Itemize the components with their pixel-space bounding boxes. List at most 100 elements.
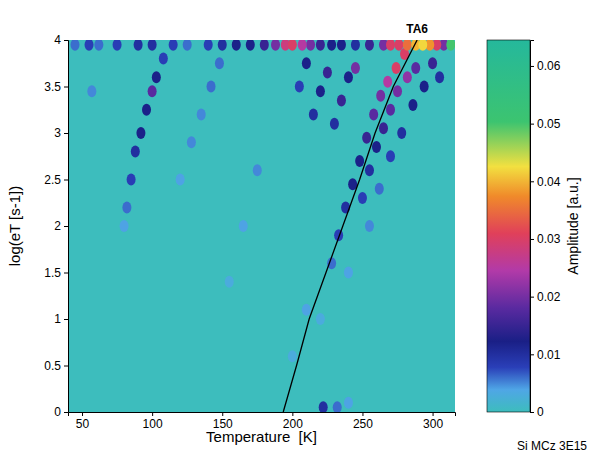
cell [302, 57, 311, 69]
cell [333, 401, 342, 412]
y-axis-tick: 4 [54, 33, 68, 47]
cell [71, 40, 80, 51]
colorbar-axis-tick-mark [530, 239, 534, 240]
cell [392, 62, 401, 74]
cell [148, 40, 157, 51]
y-axis-tick-label: 3 [54, 126, 61, 140]
cell [351, 40, 360, 51]
y-axis-tick-mark [64, 412, 68, 413]
y-axis-tick: 0.5 [44, 359, 68, 373]
chart: TA65010015020025030000.511.522.533.54Tem… [0, 0, 595, 457]
x-axis-tick-label: 250 [353, 417, 373, 431]
x-axis-title: Temperature [K] [206, 428, 317, 445]
cell [218, 40, 227, 51]
colorbar-axis-tick: 0.04 [530, 175, 561, 189]
colorbar-axis-tick-mark [530, 297, 534, 298]
cell [355, 155, 364, 167]
colorbar-axis-tick-mark [530, 181, 534, 182]
cell [87, 85, 96, 97]
cell [358, 192, 367, 204]
cell [418, 40, 427, 51]
cell [379, 122, 388, 134]
cell [344, 267, 353, 279]
cell [232, 40, 241, 51]
y-axis-tick-mark [64, 40, 68, 41]
cell [148, 85, 157, 97]
x-axis-tick-mark [82, 412, 83, 416]
cell [288, 350, 297, 362]
cell [408, 99, 417, 111]
cell [351, 62, 360, 74]
cell [372, 141, 381, 153]
colorbar-axis-tick: 0.01 [530, 348, 561, 362]
cell [369, 108, 378, 120]
cell [403, 40, 412, 51]
cell [316, 313, 325, 325]
cell [386, 104, 395, 116]
x-axis-tick-mark [222, 412, 223, 416]
colorbar-axis-tick: 0.02 [530, 290, 561, 304]
cell [341, 201, 350, 213]
colorbar-axis-tick-mark [530, 354, 534, 355]
cell [142, 104, 151, 116]
colorbar-axis-tick: 0.05 [530, 117, 561, 131]
x-axis-tick-mark [362, 412, 363, 416]
cell [127, 174, 136, 186]
cell [337, 40, 346, 51]
cell [316, 40, 325, 51]
cell [187, 136, 196, 148]
cell [246, 40, 255, 51]
cell [225, 276, 234, 288]
colorbar-axis-tick-label: 0.01 [537, 348, 561, 362]
x-axis-tick-label: 300 [423, 417, 443, 431]
y-axis-tick-mark [64, 180, 68, 181]
cell [204, 40, 213, 51]
cell [362, 132, 371, 144]
cell [94, 40, 103, 51]
colorbar-axis-tick-mark [530, 124, 534, 125]
cell [159, 53, 168, 65]
y-axis-tick-label: 2 [54, 219, 61, 233]
colorbar-axis-line [531, 41, 535, 413]
cell [383, 76, 392, 88]
cell [344, 397, 353, 409]
x-axis-tick-label: 100 [143, 417, 163, 431]
cell [169, 40, 178, 51]
colorbar-axis-tick-mark [530, 66, 534, 67]
plot-area [71, 40, 455, 412]
plot-background [68, 40, 455, 412]
cell [365, 164, 374, 176]
x-axis-tick-mark [433, 412, 434, 416]
y-axis-tick-label: 0 [54, 405, 61, 419]
y-axis-tick-label: 3.5 [44, 80, 61, 94]
cell [365, 40, 374, 51]
cell [420, 81, 429, 93]
cell [344, 71, 353, 83]
cell [375, 183, 384, 195]
colorbar-axis-tick-label: 0.05 [537, 117, 561, 131]
x-axis-tick-mark [292, 412, 293, 416]
cell [393, 85, 402, 97]
cell [207, 81, 216, 93]
cell [85, 40, 94, 51]
cell [435, 71, 444, 83]
y-axis-title: log(eT [s-1]) [6, 186, 23, 267]
cell [319, 401, 328, 412]
y-axis-tick-mark [64, 133, 68, 134]
cell [337, 94, 346, 106]
caption: Si MCz 3E15 [517, 439, 587, 453]
cell [113, 40, 122, 51]
y-axis-tick: 3 [54, 126, 68, 140]
y-axis-tick-mark [64, 319, 68, 320]
cell [316, 85, 325, 97]
cell [152, 71, 161, 83]
y-axis-tick-label: 1 [54, 312, 61, 326]
cell [376, 90, 385, 102]
y-axis-tick: 1.5 [44, 266, 68, 280]
cell [122, 201, 131, 213]
cell [120, 220, 129, 232]
cell [397, 127, 406, 139]
y-axis: 00.511.522.533.54 [44, 33, 68, 419]
colorbar-axis-tick-label: 0 [537, 405, 544, 419]
y-axis-tick-label: 0.5 [44, 359, 61, 373]
